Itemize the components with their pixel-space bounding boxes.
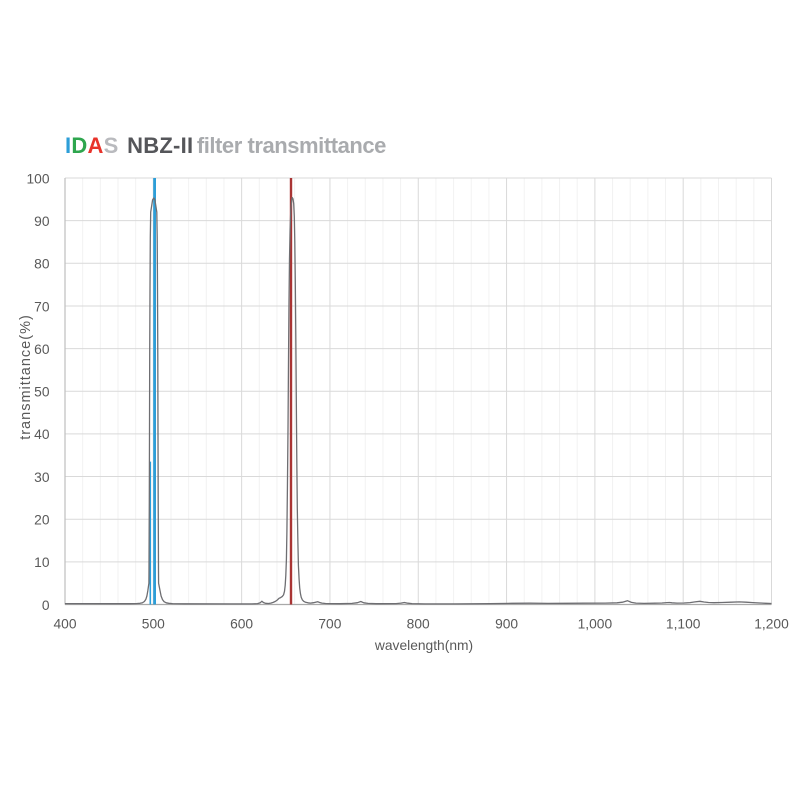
svg-text:10: 10 xyxy=(34,555,50,570)
svg-text:wavelength(nm): wavelength(nm) xyxy=(374,638,473,653)
svg-text:700: 700 xyxy=(318,617,341,632)
svg-text:400: 400 xyxy=(53,617,76,632)
svg-text:1,100: 1,100 xyxy=(666,617,701,632)
svg-text:800: 800 xyxy=(407,617,430,632)
svg-text:40: 40 xyxy=(34,427,50,442)
svg-text:500: 500 xyxy=(142,617,165,632)
svg-text:30: 30 xyxy=(34,470,50,485)
svg-text:60: 60 xyxy=(34,342,50,357)
svg-text:100: 100 xyxy=(26,171,49,186)
svg-text:20: 20 xyxy=(34,513,50,528)
svg-text:70: 70 xyxy=(34,299,50,314)
svg-text:0: 0 xyxy=(42,598,50,613)
svg-text:transmittance(%): transmittance(%) xyxy=(18,314,34,440)
svg-text:600: 600 xyxy=(230,617,253,632)
svg-text:1,200: 1,200 xyxy=(754,617,789,632)
svg-text:1,000: 1,000 xyxy=(578,617,613,632)
svg-text:50: 50 xyxy=(34,385,50,400)
svg-text:900: 900 xyxy=(495,617,518,632)
svg-text:80: 80 xyxy=(34,257,50,272)
svg-text:90: 90 xyxy=(34,214,50,229)
